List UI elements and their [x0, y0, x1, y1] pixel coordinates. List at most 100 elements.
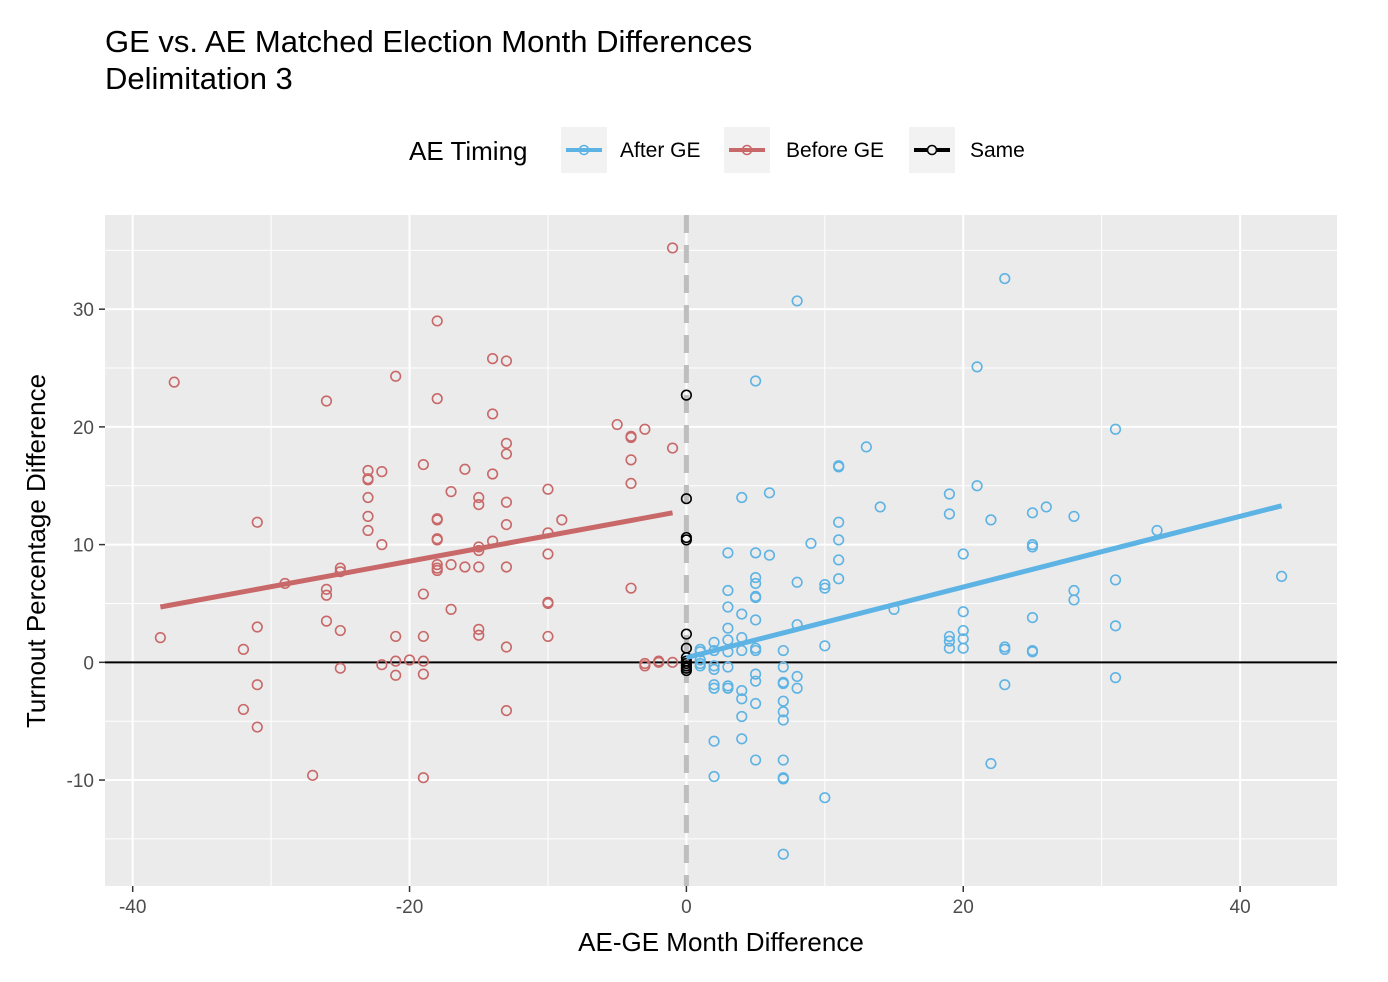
data-point-after-ge: [736, 733, 748, 745]
data-point-before-ge: [417, 588, 429, 600]
data-point-before-ge: [320, 615, 333, 627]
data-point-before-ge: [445, 486, 457, 498]
data-point-before-ge: [431, 559, 443, 571]
data-point-after-ge: [833, 461, 845, 473]
data-point-after-ge: [750, 614, 762, 626]
data-point-before-ge: [431, 315, 443, 327]
data-point-after-ge: [957, 624, 969, 637]
data-point-after-ge: [777, 773, 789, 785]
legend-label-before: Before GE: [786, 139, 884, 162]
data-point-before-ge: [431, 393, 443, 405]
data-point-before-ge: [390, 655, 402, 667]
data-point-after-ge: [943, 488, 956, 500]
data-point-before-ge: [473, 491, 485, 504]
data-point-before-ge: [417, 630, 429, 643]
chart-subtitle: Delimitation 3: [105, 61, 293, 96]
chart-title: GE vs. AE Matched Election Month Differe…: [105, 24, 752, 59]
data-point-after-ge: [1109, 672, 1122, 684]
data-point-after-ge: [943, 642, 956, 654]
data-point-before-ge: [417, 772, 429, 784]
y-tick-label: 0: [83, 653, 94, 674]
data-point-before-ge: [500, 704, 513, 717]
fit-line-before-ge: [159, 510, 674, 610]
data-point-same: [680, 389, 692, 401]
data-point-before-ge: [666, 242, 679, 254]
data-point-before-ge: [542, 483, 554, 495]
data-point-after-ge: [736, 608, 748, 620]
data-point-before-ge: [542, 548, 554, 560]
data-point-before-ge: [542, 630, 554, 643]
y-axis-ticks: -10 0 10 20 30: [67, 300, 105, 792]
data-point-after-ge: [957, 606, 969, 618]
data-point-after-ge: [1026, 611, 1039, 624]
data-point-before-ge: [459, 463, 471, 475]
data-point-before-ge: [154, 632, 166, 644]
data-point-before-ge: [500, 448, 513, 460]
grid-lines: [105, 215, 1337, 886]
data-point-after-ge: [736, 684, 748, 697]
data-point-after-ge: [985, 514, 997, 526]
data-point-after-ge: [777, 695, 789, 707]
data-point-after-ge: [971, 480, 983, 492]
x-axis-ticks: -40 -20 0 20 40: [119, 886, 1251, 918]
data-point-after-ge: [1276, 570, 1288, 582]
legend-label-after: After GE: [620, 139, 701, 162]
data-point-after-ge: [874, 501, 886, 513]
data-point-before-ge: [500, 641, 513, 653]
data-point-after-ge: [750, 697, 762, 710]
data-point-after-ge: [750, 668, 762, 680]
data-point-after-ge: [708, 663, 720, 675]
data-point-after-ge: [736, 693, 748, 705]
data-point-after-ge: [722, 622, 734, 634]
data-point-before-ge: [556, 514, 568, 526]
data-point-after-ge: [791, 670, 803, 683]
data-point-after-ge: [1109, 423, 1122, 435]
data-point-before-ge: [542, 597, 554, 610]
data-point-after-ge: [860, 441, 872, 453]
data-point-after-ge: [722, 584, 734, 597]
data-point-same: [680, 664, 692, 677]
reference-lines: [105, 215, 1337, 886]
data-point-after-ge: [1026, 541, 1039, 553]
data-point-before-ge: [417, 458, 429, 471]
data-point-after-ge: [999, 643, 1011, 655]
data-point-after-ge: [750, 675, 762, 687]
data-point-before-ge: [611, 418, 623, 431]
data-point-after-ge: [943, 508, 956, 520]
data-point-after-ge: [791, 576, 803, 588]
legend-key-after-point: [578, 144, 590, 156]
data-point-before-ge: [486, 408, 499, 420]
y-tick-label: 20: [73, 418, 94, 439]
legend-title: AE Timing: [409, 136, 528, 166]
data-point-before-ge: [390, 370, 402, 382]
data-point-before-ge: [459, 561, 471, 573]
data-point-after-ge: [971, 361, 983, 373]
data-point-after-ge: [750, 571, 762, 584]
data-point-after-ge: [805, 537, 817, 550]
data-point-after-ge: [750, 375, 762, 387]
data-point-before-ge: [625, 582, 637, 594]
data-point-after-ge: [708, 679, 720, 691]
data-point-after-ge: [833, 534, 845, 546]
data-point-same: [680, 493, 692, 505]
data-point-after-ge: [791, 682, 803, 694]
data-point-after-ge: [1026, 646, 1039, 658]
data-point-same: [680, 628, 692, 640]
data-point-after-ge: [985, 757, 997, 770]
data-point-before-ge: [251, 679, 263, 691]
data-point-after-ge: [1109, 574, 1122, 586]
data-point-after-ge: [999, 272, 1011, 285]
data-point-after-ge: [722, 601, 734, 613]
legend-key-before-point: [741, 144, 753, 156]
data-point-before-ge: [486, 468, 499, 480]
plot-panel: [105, 215, 1337, 886]
data-point-before-ge: [390, 630, 402, 643]
data-point-before-ge: [334, 662, 346, 674]
x-tick-label: 40: [1230, 897, 1251, 918]
data-point-after-ge: [957, 548, 969, 560]
data-point-before-ge: [390, 669, 402, 681]
data-point-before-ge: [320, 395, 333, 407]
data-point-after-ge: [750, 577, 762, 590]
data-point-before-ge: [362, 510, 374, 522]
